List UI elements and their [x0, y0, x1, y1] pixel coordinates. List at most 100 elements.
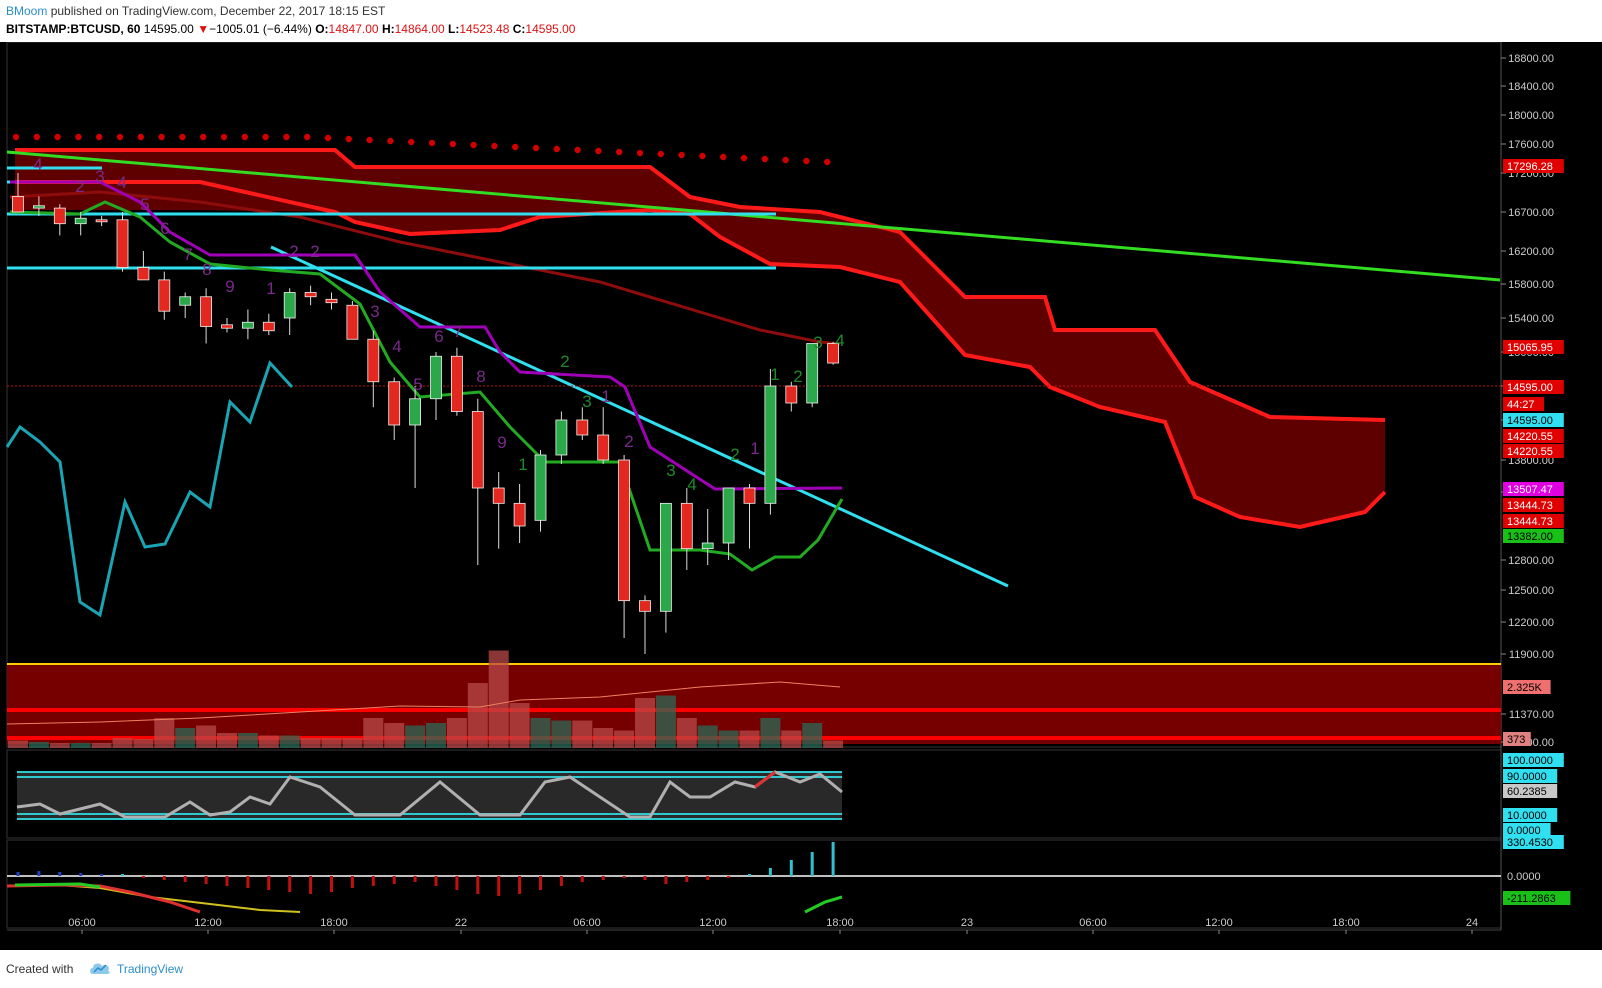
price-tag-label: 13507.47	[1507, 484, 1553, 496]
macd-bar	[559, 876, 563, 886]
macd-bar	[601, 876, 605, 880]
lagging-dot	[470, 141, 477, 149]
td-label: 8	[476, 367, 485, 386]
macd-bar	[392, 876, 396, 884]
candle-body	[492, 487, 505, 504]
candle-body	[74, 217, 87, 225]
volume-bar	[467, 683, 488, 748]
td-label: 2	[75, 177, 84, 196]
candle	[534, 450, 547, 532]
price-tick-label: 15800.00	[1508, 279, 1554, 291]
candle-body	[367, 338, 380, 383]
chart-footer: Created with TradingView	[0, 950, 1602, 988]
price-tick-label: 11900.00	[1509, 649, 1554, 661]
candle	[409, 386, 422, 488]
low-value: 14523.48	[459, 22, 510, 36]
published-text: published on TradingView.com, December 2…	[50, 4, 386, 18]
candle	[367, 330, 380, 408]
price-tag-label: 2.325K	[1507, 682, 1543, 694]
lagging-dot	[636, 149, 644, 157]
price-tag: 44:27	[1503, 397, 1544, 411]
candle	[116, 212, 129, 272]
price-tag-bg	[1503, 429, 1564, 443]
volume-bar	[70, 743, 91, 748]
price-tag-label: 14220.55	[1507, 431, 1553, 443]
lagging-dot	[678, 151, 685, 159]
price-tick-label: 18400.00	[1508, 81, 1554, 93]
lagging-dot	[200, 133, 207, 141]
price-change: −1005.01 (−6.44%)	[209, 22, 312, 36]
tradingview-link[interactable]: TradingView	[117, 962, 184, 976]
volume-bar	[196, 725, 217, 748]
macd-bar	[121, 874, 124, 876]
macd-bar	[183, 876, 187, 882]
volume-bar	[342, 738, 363, 748]
lagging-dot	[803, 157, 810, 165]
lagging-dot	[366, 136, 373, 144]
lagging-dot	[574, 146, 581, 154]
td-label: 1	[750, 439, 759, 458]
candle-body	[534, 454, 547, 521]
macd-histogram	[16, 842, 835, 896]
candle-body	[325, 298, 338, 304]
time-tick-label: 06:00	[68, 917, 96, 929]
candle-body	[137, 267, 150, 281]
candle-body	[597, 434, 610, 461]
macd-bar	[434, 876, 438, 886]
macd-bar	[685, 876, 689, 882]
td-label: 3	[95, 167, 104, 186]
macd-bar	[622, 876, 626, 878]
macd-bar	[16, 872, 20, 876]
macd-bar	[497, 876, 501, 896]
candle-body	[304, 292, 317, 298]
oscillator-tag: 60.2385	[1503, 784, 1558, 798]
cloud-lower-edge	[15, 180, 1387, 530]
macd-tag-label: -211.2863	[1507, 893, 1556, 905]
high-label: H:	[381, 22, 395, 36]
candle-body	[701, 542, 714, 550]
macd-bar	[748, 874, 751, 876]
price-tag-label: 44:27	[1507, 399, 1535, 411]
td-label: 4	[33, 155, 42, 174]
candle	[471, 398, 484, 565]
candle-body	[388, 381, 401, 426]
candle	[283, 288, 296, 335]
volume-bar	[739, 730, 760, 748]
candle	[388, 377, 401, 440]
price-tag-label: 13382.00	[1507, 531, 1553, 543]
volume-bar	[112, 738, 133, 748]
volume-bar	[551, 720, 572, 748]
macd-tag: 330.4530	[1503, 835, 1564, 849]
volume-bar	[8, 740, 28, 748]
oscillator-fill	[17, 772, 842, 818]
macd-bar	[539, 876, 542, 890]
volume-bar	[655, 695, 676, 748]
price-tags: 17296.28 15065.95 14595.00 44:27 14595.00 142…	[1503, 159, 1564, 746]
open-value: 14847.00	[328, 22, 379, 36]
lagging-dot	[408, 138, 415, 146]
candle	[764, 369, 777, 515]
price-tag: 13444.73	[1503, 514, 1564, 528]
volume-bar	[175, 728, 196, 748]
volume-bar	[572, 720, 593, 748]
price-tag: 14595.00	[1503, 380, 1564, 394]
candle-body	[680, 502, 693, 550]
candle	[618, 455, 630, 638]
volume-bar	[718, 730, 739, 748]
lagging-dot	[740, 154, 748, 162]
price-tick-label: 12200.00	[1508, 617, 1554, 629]
macd-bar	[831, 842, 835, 876]
td-label: 3	[813, 333, 822, 352]
td-label: 4	[835, 331, 844, 350]
price-tick-label: 16200.00	[1508, 246, 1554, 258]
tradingview-cloud-icon[interactable]	[88, 960, 112, 976]
time-tick-label: 18:00	[826, 917, 854, 929]
author-link[interactable]: BMoom	[6, 4, 48, 18]
td-label: 5	[413, 375, 422, 394]
price-tag: 17296.28	[1503, 159, 1564, 173]
price-tick-label: 12500.00	[1508, 585, 1554, 597]
oscillator-tag-label: 10.0000	[1507, 810, 1547, 822]
candle-body	[806, 343, 819, 404]
volume-bar	[781, 730, 802, 748]
